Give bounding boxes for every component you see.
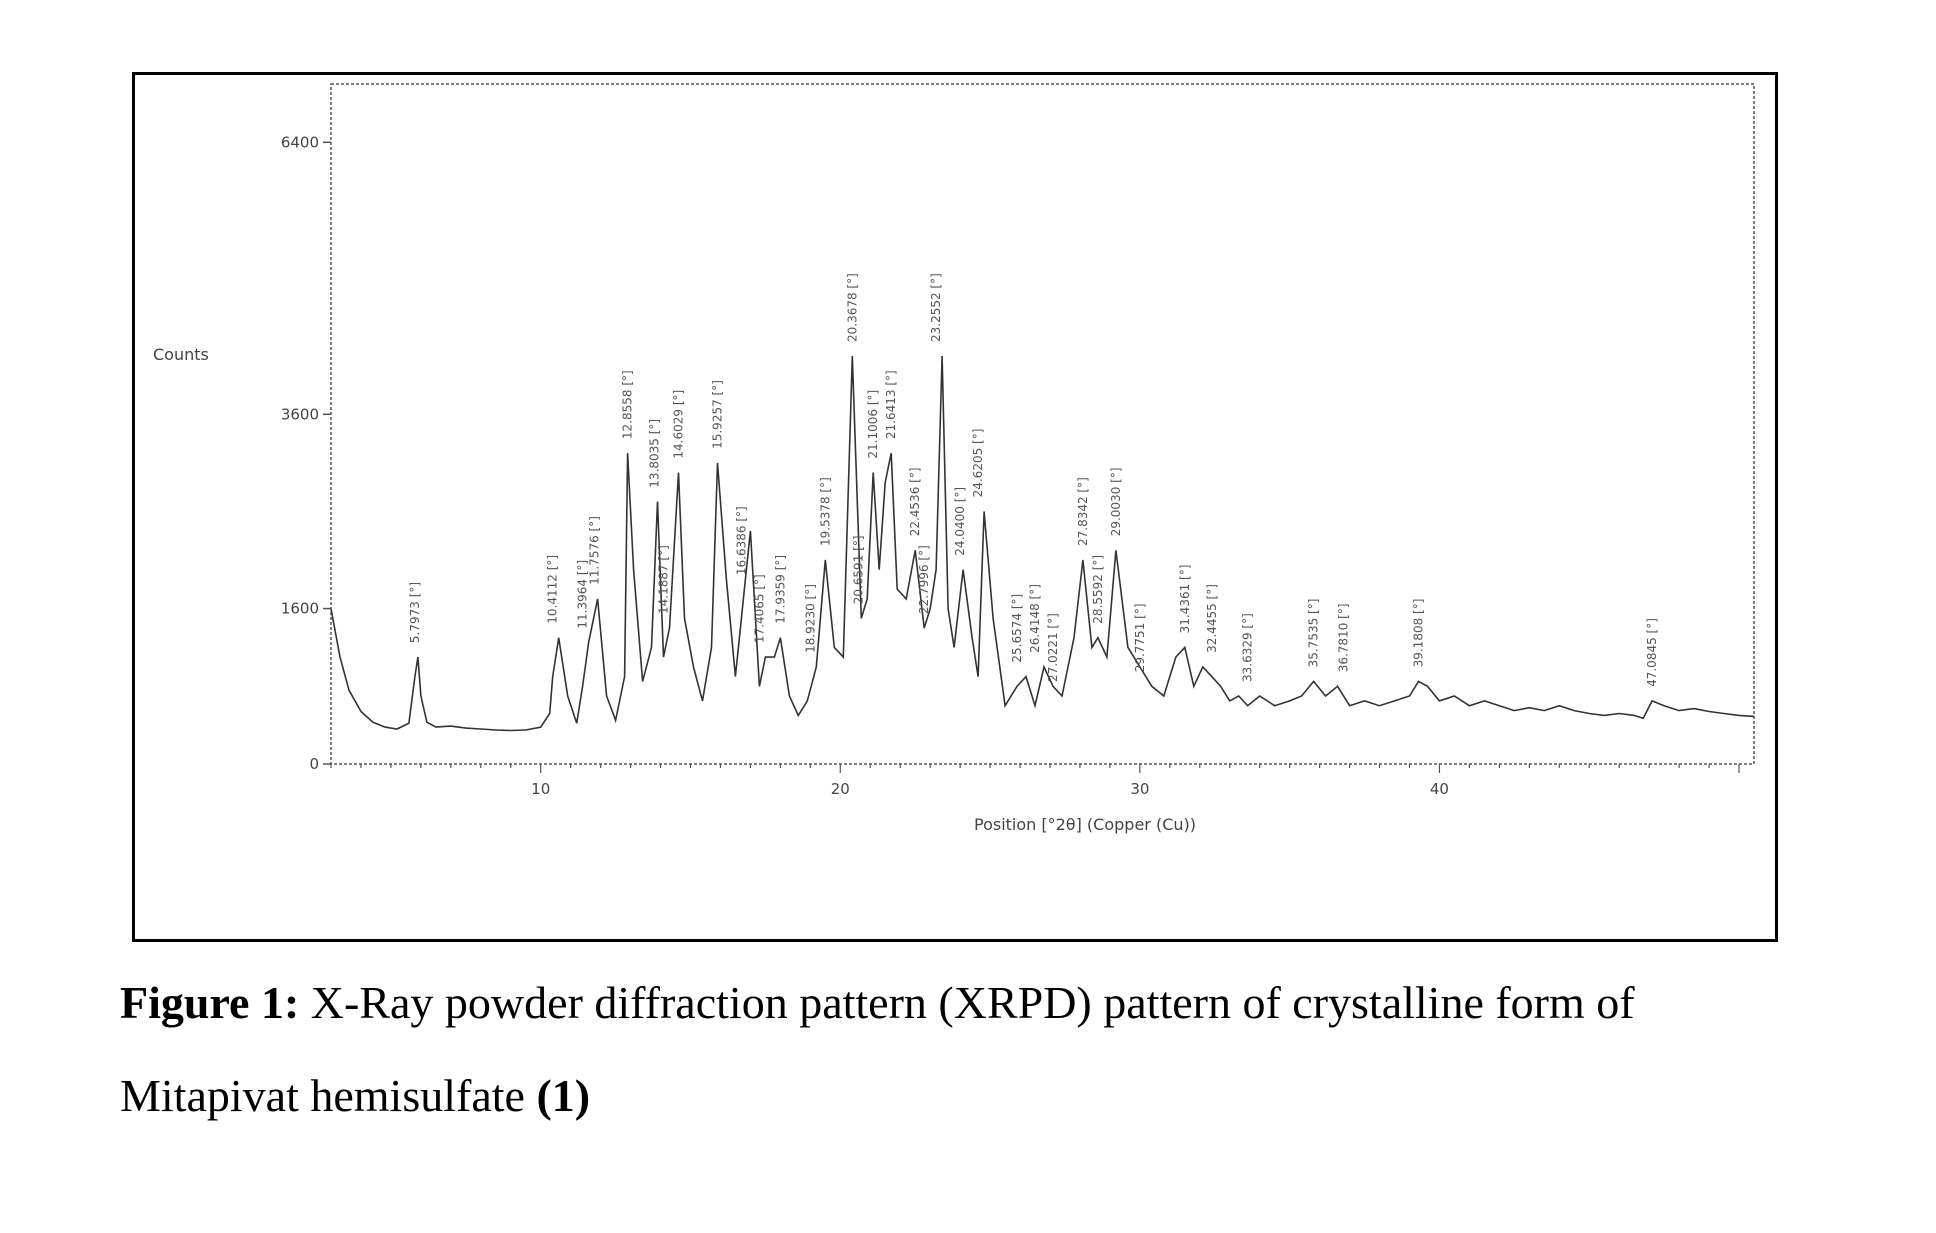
y-tick-label: 3600 (281, 405, 319, 423)
peak-label: 39.1808 [°] (1412, 599, 1426, 668)
peak-label: 36.7810 [°] (1337, 603, 1351, 672)
x-axis-label: Position [°2θ] (Copper (Cu)) (974, 815, 1196, 834)
figure-number: Figure 1: (120, 977, 300, 1028)
x-tick-label: 10 (531, 780, 550, 798)
figure-caption-line2: Mitapivat hemisulfate (1) (120, 1073, 1820, 1119)
peak-label: 32.4455 [°] (1205, 584, 1219, 653)
peak-label: 29.0030 [°] (1109, 467, 1123, 536)
peak-label: 21.6413 [°] (884, 370, 898, 439)
figure-frame: 0 1600 3600 6400 10 20 30 40 5.7973 [°] 10.4112… (132, 72, 1778, 942)
x-tick-label: 40 (1430, 780, 1449, 798)
x-tick-label: 30 (1130, 780, 1149, 798)
peak-label: 17.4065 [°] (752, 574, 766, 643)
peak-label: 21.1006 [°] (866, 390, 880, 459)
peak-label: 15.9257 [°] (711, 380, 725, 449)
peak-label: 25.6574 [°] (1010, 594, 1024, 663)
peak-label: 31.4361 [°] (1178, 565, 1192, 634)
figure-caption-compound-name: Mitapivat hemisulfate (120, 1070, 537, 1121)
peak-label: 26.4148 [°] (1028, 584, 1042, 653)
figure-caption-compound-number: (1) (536, 1070, 591, 1121)
peak-label: 14.6029 [°] (672, 390, 686, 459)
x-axis-ticks: 10 20 30 40 (330, 764, 1740, 798)
y-tick-label: 1600 (281, 600, 319, 618)
peak-label: 20.6591 [°] (851, 535, 865, 604)
peak-label: 20.3678 [°] (845, 273, 859, 342)
figure-caption-text: X-Ray powder diffraction pattern (XRPD) … (299, 977, 1635, 1028)
y-axis-label: Counts (153, 345, 209, 364)
peak-label: 14.1887 [°] (657, 545, 671, 614)
peak-label: 13.8035 [°] (648, 419, 662, 488)
peak-labels: 5.7973 [°] 10.4112 [°] 11.3964 [°]11.7576 … (408, 273, 1659, 687)
figure-caption-line1: Figure 1: X-Ray powder diffraction patte… (120, 980, 1820, 1026)
xrpd-chart: 0 1600 3600 6400 10 20 30 40 5.7973 [°] 10.4112… (153, 83, 1755, 834)
peak-label: 35.7535 [°] (1307, 599, 1321, 668)
xrpd-series-line (330, 355, 1755, 732)
peak-label: 16.6386 [°] (734, 506, 748, 575)
peak-label: 47.0845 [°] (1645, 618, 1659, 687)
peak-label: 24.6205 [°] (971, 429, 985, 498)
y-tick-label: 0 (309, 755, 319, 773)
y-tick-label: 6400 (281, 133, 319, 151)
peak-label: 11.7576 [°] (588, 516, 602, 585)
peak-label: 33.6329 [°] (1241, 613, 1255, 682)
peak-label: 22.7996 [°] (917, 545, 931, 614)
peak-label: 11.3964 [°] (576, 560, 590, 629)
peak-label: 27.0221 [°] (1046, 613, 1060, 682)
peak-label: 12.8558 [°] (621, 370, 635, 439)
peak-label: 10.4112 [°] (546, 555, 560, 624)
peak-label: 23.2552 [°] (929, 273, 943, 342)
peak-label: 28.5592 [°] (1091, 555, 1105, 624)
peak-label: 27.8342 [°] (1076, 477, 1090, 546)
peak-label: 5.7973 [°] (408, 582, 422, 643)
y-axis-ticks: 0 1600 3600 6400 (281, 133, 331, 773)
x-tick-label: 20 (831, 780, 850, 798)
peak-label: 18.9230 [°] (803, 584, 817, 653)
plot-area-border (330, 83, 1755, 765)
peak-label: 19.5378 [°] (818, 477, 832, 546)
peak-label: 17.9359 [°] (773, 555, 787, 624)
peak-label: 29.7751 [°] (1133, 603, 1147, 672)
peak-label: 22.4536 [°] (908, 467, 922, 536)
peak-label: 24.0400 [°] (953, 487, 967, 556)
